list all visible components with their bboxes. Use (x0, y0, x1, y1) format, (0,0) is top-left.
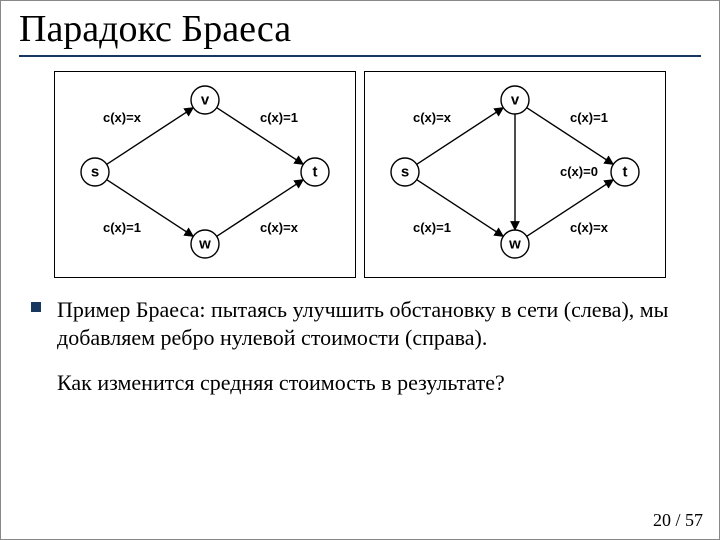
page-total: 57 (685, 510, 703, 530)
node-label: t (313, 164, 318, 181)
edge-label: c(x)=1 (260, 110, 298, 125)
diagram-left: c(x)=x c(x)=1 c(x)=1 c(x)=x s v w t (54, 71, 356, 278)
slide: Парадокс Браеса c(x)=xc(x)=1c(x)=1c(x)=x… (0, 0, 720, 540)
page-number: 20 (653, 510, 671, 530)
edge-label: c(x)=0 (560, 164, 598, 179)
paragraph-2: Как изменится средняя стоимость в резуль… (57, 369, 689, 397)
edge-label: c(x)=1 (570, 110, 608, 125)
paragraph-1: Пример Браеса: пытаясь улучшить обстанов… (57, 296, 689, 351)
edge-label: c(x)=x (413, 110, 452, 125)
bullet-icon (31, 302, 41, 312)
graph-right-svg: c(x)=x c(x)=1 c(x)=1 c(x)=x c(x)=0 s v w t (365, 72, 665, 272)
node-label: w (198, 236, 211, 253)
edge-label: c(x)=1 (413, 220, 451, 235)
page-title: Парадокс Браеса (19, 7, 701, 53)
page-sep: / (671, 510, 685, 530)
node-label: t (623, 164, 628, 181)
body-text: Пример Браеса: пытаясь улучшить обстанов… (1, 278, 719, 397)
edge-label: c(x)=x (570, 220, 609, 235)
diagram-row: c(x)=xc(x)=1c(x)=1c(x)=xsvwt c(x)=xc(x)=… (1, 71, 719, 278)
edge-label: c(x)=1 (103, 220, 141, 235)
diagram-right: c(x)=x c(x)=1 c(x)=1 c(x)=x c(x)=0 s v w t (364, 71, 666, 278)
node-label: s (401, 164, 409, 181)
edge-label: c(x)=x (103, 110, 142, 125)
node-label: v (201, 92, 210, 109)
node-label: w (508, 236, 521, 253)
edge-label: c(x)=x (260, 220, 299, 235)
title-underline (19, 55, 701, 57)
node-label: s (91, 164, 99, 181)
node-label: v (511, 92, 520, 109)
title-block: Парадокс Браеса (1, 1, 719, 57)
graph-left-svg: c(x)=x c(x)=1 c(x)=1 c(x)=x s v w t (55, 72, 355, 272)
page-footer: 20 / 57 (653, 510, 703, 531)
